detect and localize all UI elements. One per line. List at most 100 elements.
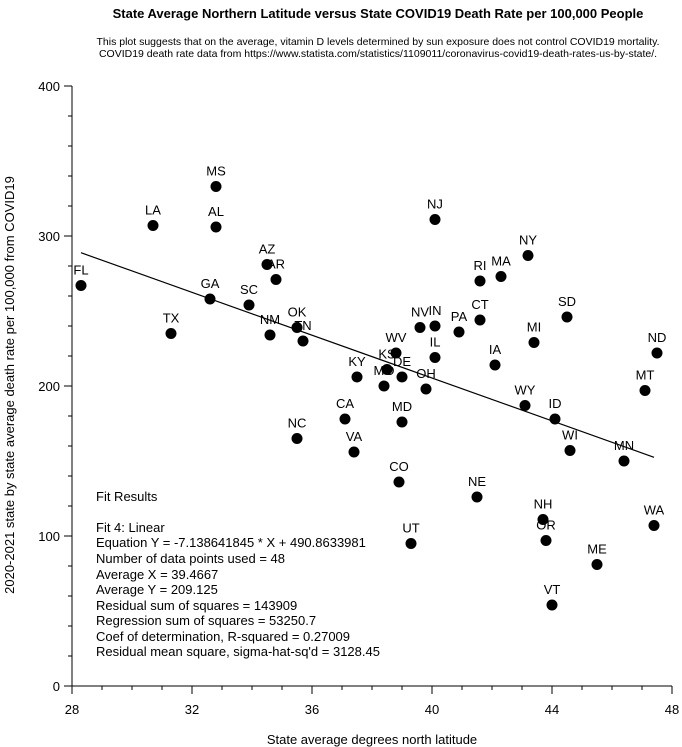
- data-point-mt: [639, 385, 651, 396]
- data-point-ut: [405, 538, 417, 549]
- x-axis-label: State average degrees north latitude: [267, 732, 477, 747]
- data-point-ma: [495, 271, 507, 282]
- data-point-pa: [453, 326, 465, 338]
- data-point-label-ca: CA: [336, 396, 354, 411]
- data-point-co: [393, 476, 405, 488]
- fit-results-r-squared: Coef of determination, R-squared = 0.270…: [96, 629, 350, 644]
- data-point-nh: [537, 514, 549, 525]
- data-point-label-ut: UT: [402, 521, 419, 536]
- data-point-in: [429, 320, 441, 332]
- data-point-label-mt: MT: [636, 368, 655, 383]
- data-point-ca: [339, 413, 351, 425]
- fit-results-residual-ss: Residual sum of squares = 143909: [96, 598, 297, 613]
- data-point-label-ar: AR: [267, 257, 285, 272]
- fit-results-box: Fit Results Fit 4: Linear Equation Y = -…: [96, 489, 380, 659]
- data-point-mn: [618, 455, 630, 467]
- data-point-label-nc: NC: [288, 416, 307, 431]
- data-point-ok: [291, 322, 303, 333]
- data-point-ky: [351, 371, 363, 383]
- data-point-label-ms: MS: [206, 164, 226, 179]
- data-point-mo: [378, 380, 390, 392]
- data-point-tx: [165, 328, 177, 339]
- fit-results-model: Fit 4: Linear: [96, 520, 165, 535]
- data-point-la: [147, 220, 159, 231]
- data-point-label-va: VA: [346, 429, 363, 444]
- data-point-wa: [648, 520, 660, 531]
- data-point-label-ny: NY: [519, 233, 537, 248]
- y-tick-label: 100: [38, 529, 60, 544]
- data-point-label-az: AZ: [259, 242, 276, 257]
- data-point-label-sc: SC: [240, 282, 258, 297]
- data-point-or: [540, 535, 552, 546]
- data-point-nm: [264, 329, 276, 341]
- fit-results-avg-x: Average X = 39.4667: [96, 567, 218, 582]
- data-point-mi: [528, 337, 540, 348]
- x-tick-label: 40: [425, 702, 439, 717]
- data-point-label-mo: MO: [374, 363, 395, 378]
- chart-subtitle-line-1: This plot suggests that on the average, …: [96, 36, 659, 48]
- data-point-label-ri: RI: [474, 258, 487, 273]
- x-tick-label: 36: [305, 702, 319, 717]
- data-point-label-ia: IA: [489, 342, 502, 357]
- x-tick-label: 48: [665, 702, 679, 717]
- y-tick-label: 0: [53, 679, 60, 694]
- data-point-ga: [204, 293, 216, 305]
- data-point-label-pa: PA: [451, 309, 468, 324]
- data-point-label-wy: WY: [515, 383, 536, 398]
- data-point-label-mi: MI: [527, 320, 541, 335]
- data-point-wy: [519, 400, 531, 411]
- data-point-label-sd: SD: [558, 294, 576, 309]
- data-point-label-nm: NM: [260, 312, 280, 327]
- data-point-ks: [381, 364, 393, 375]
- data-point-label-ok: OK: [288, 305, 307, 320]
- data-point-label-de: DE: [393, 354, 411, 369]
- data-point-label-wi: WI: [562, 428, 578, 443]
- data-point-label-il: IL: [430, 335, 441, 350]
- y-tick-label: 400: [38, 79, 60, 94]
- data-point-id: [549, 413, 561, 425]
- data-point-va: [348, 446, 360, 458]
- chart-subtitle-line-2: COVID19 death rate data from https://www…: [99, 48, 657, 60]
- fit-results-n: Number of data points used = 48: [96, 551, 285, 566]
- data-point-vt: [546, 599, 558, 611]
- data-point-nc: [291, 433, 303, 444]
- data-point-label-tx: TX: [163, 311, 180, 326]
- data-point-nv: [414, 322, 426, 333]
- x-tick-label: 28: [65, 702, 79, 717]
- data-point-label-wa: WA: [644, 503, 665, 518]
- data-point-label-la: LA: [145, 203, 161, 218]
- data-point-nd: [651, 347, 663, 359]
- data-point-sc: [243, 299, 255, 311]
- data-point-ne: [471, 491, 483, 503]
- fit-results-residual-ms: Residual mean square, sigma-hat-sq'd = 3…: [96, 644, 380, 659]
- data-point-me: [591, 559, 603, 570]
- data-point-oh: [420, 383, 432, 395]
- data-point-label-ct: CT: [471, 297, 488, 312]
- data-point-label-in: IN: [429, 303, 442, 318]
- fit-results-avg-y: Average Y = 209.125: [96, 582, 218, 597]
- chart-title: State Average Northern Latitude versus S…: [113, 6, 644, 21]
- y-axis-label: 2020-2021 state by state average death r…: [2, 176, 17, 594]
- data-point-label-nh: NH: [534, 497, 553, 512]
- y-tick-label: 200: [38, 379, 60, 394]
- data-point-wv: [390, 347, 402, 359]
- axes: 0 100 200 300 400 28 32 36 40 44 48: [38, 79, 679, 717]
- data-point-label-fl: FL: [73, 263, 88, 278]
- data-point-label-md: MD: [392, 399, 412, 414]
- data-point-ny: [522, 250, 534, 261]
- data-point-label-me: ME: [587, 542, 607, 557]
- data-point-label-vt: VT: [544, 582, 561, 597]
- data-point-nj: [429, 214, 441, 225]
- data-point-fl: [75, 280, 87, 291]
- data-point-ri: [474, 275, 486, 287]
- data-point-label-oh: OH: [416, 366, 436, 381]
- data-point-al: [210, 221, 222, 233]
- data-point-sd: [561, 311, 573, 323]
- data-point-label-ky: KY: [348, 354, 366, 369]
- fit-results-regression-ss: Regression sum of squares = 53250.7: [96, 613, 316, 628]
- data-point-label-mn: MN: [614, 438, 634, 453]
- data-point-label-nj: NJ: [427, 197, 443, 212]
- x-tick-label: 32: [185, 702, 199, 717]
